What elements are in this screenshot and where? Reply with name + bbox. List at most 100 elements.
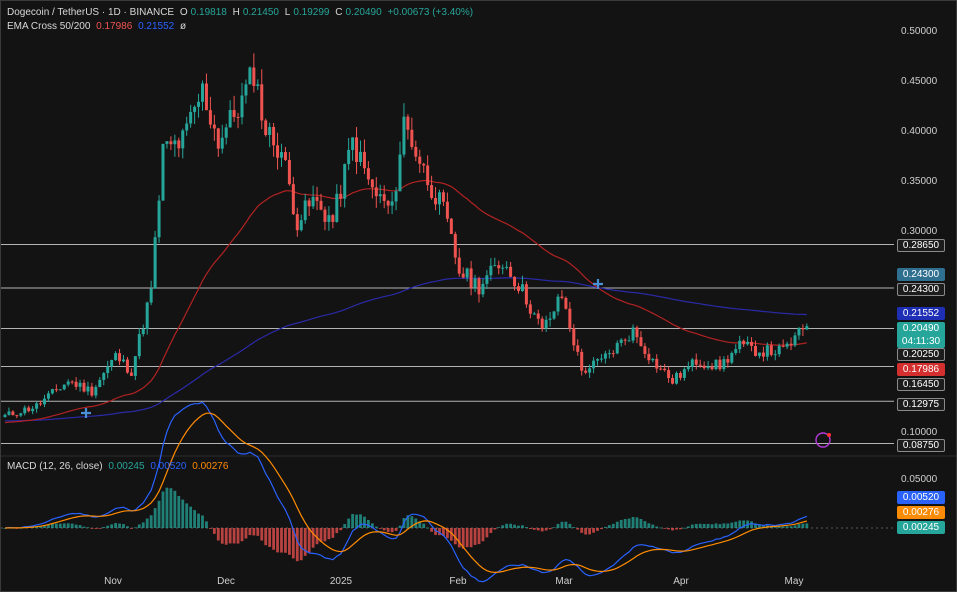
candle-body — [746, 341, 750, 345]
macd-histogram-bar — [47, 524, 50, 528]
candle-body — [481, 283, 485, 295]
macd-histogram-bar — [631, 516, 635, 528]
low-value: 0.19299 — [293, 7, 330, 18]
macd-histogram-bar — [189, 506, 193, 528]
macd-histogram-bar — [615, 521, 619, 528]
candle-body — [94, 387, 98, 396]
macd-histogram-bar — [560, 521, 564, 528]
candle-body — [31, 408, 35, 412]
candle-body — [422, 163, 426, 166]
candle-body — [781, 345, 785, 347]
candle-body — [149, 288, 153, 303]
macd-histogram-bar — [430, 528, 433, 532]
macd-histogram-bar — [62, 523, 66, 528]
macd-histogram-bar — [667, 528, 670, 530]
candle-body — [287, 159, 291, 185]
candle-body — [145, 302, 149, 330]
macd-histogram-bar — [74, 524, 78, 528]
candle-body — [50, 389, 54, 394]
candle-body — [517, 286, 520, 291]
candle-body — [603, 353, 607, 359]
candle-body — [576, 345, 580, 352]
macd-histogram-bar — [133, 527, 137, 529]
macd-histogram-bar — [126, 526, 129, 528]
macd-histogram-bar — [457, 528, 461, 548]
macd-histogram-bar — [485, 528, 489, 538]
candle-body — [220, 137, 224, 149]
macd-histogram-bar — [548, 528, 552, 530]
candle-body — [469, 268, 473, 288]
ema-label: EMA Cross 50/200 — [7, 21, 91, 32]
candle-body — [268, 126, 272, 136]
candle-body — [291, 184, 295, 215]
macd-histogram-bar — [497, 527, 501, 528]
candle-body — [43, 398, 46, 405]
macd-histogram-bar — [663, 528, 667, 529]
candle-body — [528, 304, 532, 314]
macd-histogram-bar — [588, 528, 591, 535]
macd-histogram-bar — [343, 524, 347, 528]
level-badge: 0.24300 — [897, 268, 945, 281]
macd-histogram-bar — [339, 528, 343, 531]
candle-body — [414, 146, 418, 157]
low-label: L — [284, 7, 291, 18]
macd-histogram-bar — [58, 523, 62, 528]
macd-histogram-bar — [489, 528, 493, 533]
macd-histogram-bar — [702, 523, 706, 528]
macd-histogram-bar — [643, 521, 647, 528]
macd-histogram-bar — [102, 527, 106, 528]
candle-body — [449, 218, 453, 234]
ema50-line — [4, 179, 808, 424]
macd-histogram-bar — [327, 528, 331, 540]
macd-histogram-bar — [185, 503, 189, 528]
macd-histogram-bar — [70, 523, 74, 528]
macd-hist-legend-value: 0.00245 — [108, 461, 145, 472]
macd-histogram-bar — [291, 528, 295, 559]
macd-histogram-bar — [410, 516, 414, 528]
candle-body — [153, 237, 157, 289]
candle-body — [434, 198, 438, 205]
change-value: +0.00673 (+3.40%) — [387, 7, 474, 18]
macd-histogram-bar — [363, 516, 366, 528]
level-badge: 0.28650 — [897, 239, 945, 252]
x-tick-label: May — [784, 576, 804, 587]
candle-body — [386, 200, 390, 206]
macd-histogram-bar — [181, 499, 185, 528]
symbol-legend: Dogecoin / TetherUS · 1D · BINANCE O 0.19… — [7, 7, 476, 18]
candle-body — [39, 403, 43, 405]
candle-body — [651, 358, 655, 361]
macd-histogram-bar — [528, 528, 532, 529]
candle-body — [441, 192, 445, 202]
macd-histogram-bar — [161, 491, 165, 528]
macd-histogram-bar — [359, 514, 362, 528]
macd-line — [4, 401, 808, 583]
macd-histogram-bar — [331, 528, 335, 538]
macd-histogram-bar — [754, 523, 757, 528]
candle-body — [694, 359, 698, 365]
candle-body — [730, 352, 734, 363]
candle-body — [706, 366, 710, 369]
candle-body — [675, 373, 678, 384]
candle-body — [663, 368, 667, 371]
candle-body — [805, 326, 809, 330]
macd-histogram-bar — [607, 525, 611, 528]
macd-histogram-bar — [94, 528, 98, 529]
macd-histogram-bar — [781, 526, 785, 528]
macd-histogram-bar — [216, 528, 220, 541]
macd-histogram-bar — [461, 528, 465, 549]
ema-visibility-icon[interactable]: ø — [180, 21, 187, 32]
y-tick-label: 0.30000 — [901, 226, 938, 237]
macd-histogram-bar — [465, 528, 469, 548]
macd-histogram-bar — [398, 525, 402, 528]
macd-histogram-bar — [750, 521, 753, 528]
macd-histogram-bar — [536, 528, 540, 531]
macd-histogram-bar — [307, 528, 311, 553]
candle-body — [66, 381, 70, 385]
macd-histogram-bar — [568, 523, 572, 528]
candle-body — [607, 353, 611, 355]
candle-body — [493, 265, 497, 267]
macd-histogram-bar — [106, 525, 110, 528]
macd-histogram-bar — [639, 519, 643, 528]
candle-body — [129, 372, 133, 376]
